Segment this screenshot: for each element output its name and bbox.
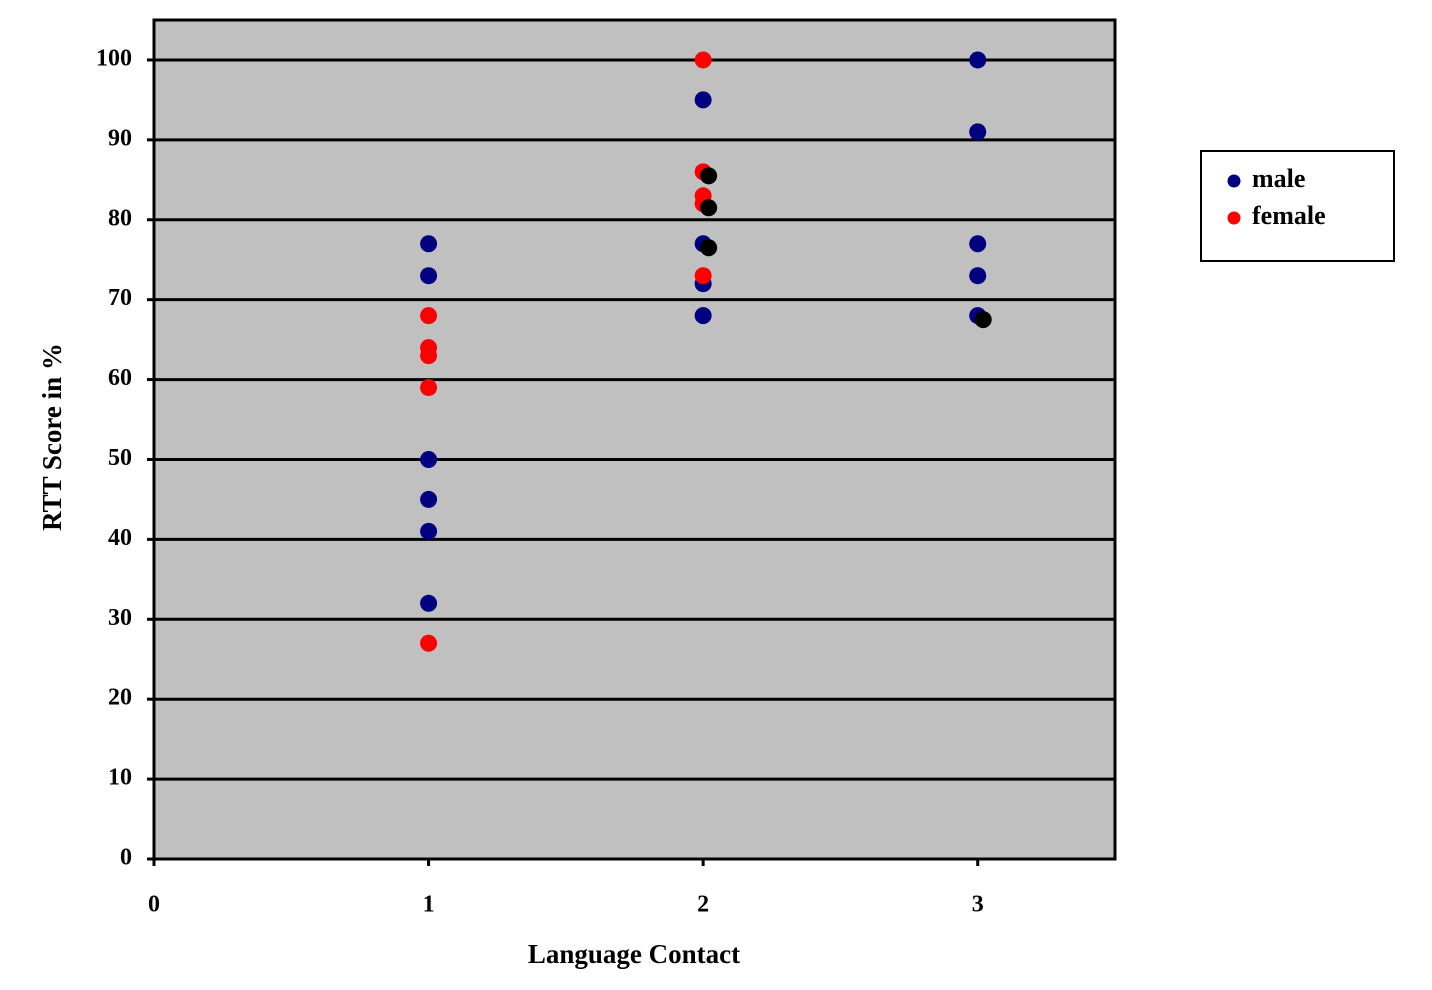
point [420,267,438,285]
x-tick-label: 2 [697,892,709,918]
point [420,307,438,325]
y-tick-label: 10 [108,765,132,791]
legend: male female [1200,150,1395,262]
point [420,634,438,652]
point [694,267,712,285]
point [420,235,438,253]
y-tick-label: 80 [108,205,132,231]
point [420,490,438,508]
point [700,239,718,257]
legend-marker [1227,211,1241,225]
legend-label: female [1252,201,1326,230]
point [420,450,438,468]
x-tick-label: 0 [148,892,160,918]
y-tick-label: 20 [108,685,132,711]
y-tick-label: 30 [108,605,132,631]
point [694,307,712,325]
legend-marker [1227,174,1241,188]
y-tick-label: 70 [108,285,132,311]
point [969,235,987,253]
point [969,123,987,141]
x-tick-label: 1 [423,892,435,918]
legend-label: male [1252,164,1305,193]
y-tick-label: 100 [96,45,132,71]
point [974,311,992,329]
point [969,267,987,285]
point [420,522,438,540]
point [700,199,718,217]
x-tick-label: 3 [972,892,984,918]
plot-area [152,18,1117,861]
y-tick-label: 90 [108,125,132,151]
y-tick-label: 0 [120,845,132,871]
y-tick-label: 60 [108,365,132,391]
legend-box [1200,150,1395,262]
point [694,91,712,109]
x-axis-title: Language Contact [528,939,740,969]
point [694,51,712,69]
point [420,379,438,397]
y-tick-label: 40 [108,525,132,551]
y-axis-title: RTT Score in % [37,343,67,531]
point [420,347,438,365]
point [969,51,987,69]
point [420,594,438,612]
y-tick-label: 50 [108,445,132,471]
point [700,167,718,185]
